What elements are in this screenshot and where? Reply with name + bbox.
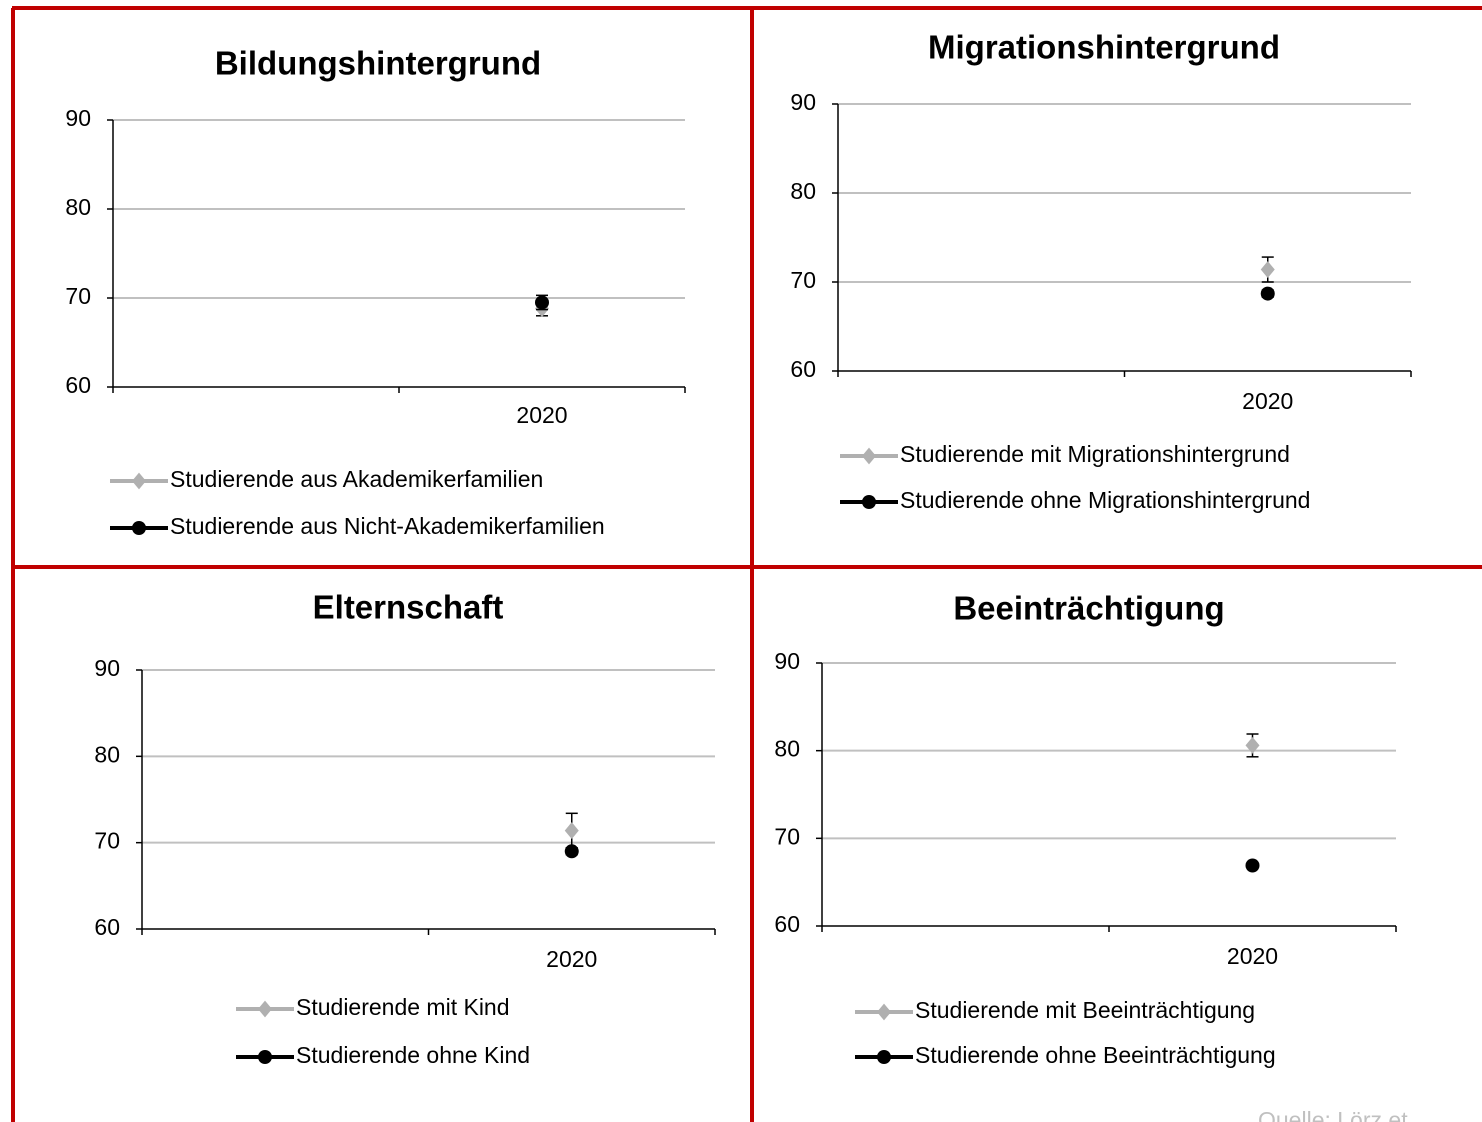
- chart: Elternschaft 60 70 80 90 2020 Studierende mit …: [94, 589, 716, 1068]
- legend-label: Studierende ohne Beeinträchtigung: [915, 1042, 1276, 1068]
- legend-label: Studierende ohne Kind: [296, 1042, 530, 1068]
- legend-label: Studierende aus Akademikerfamilien: [170, 466, 543, 492]
- y-tick-label: 70: [65, 283, 91, 309]
- y-tick-label: 90: [774, 648, 800, 674]
- legend-marker: [877, 1003, 891, 1021]
- legend-label: Studierende ohne Migrationshintergrund: [900, 487, 1310, 513]
- legend-marker: [877, 1050, 891, 1064]
- marker: [564, 822, 579, 839]
- chart: Beeinträchtigung 60 70 80 90 2020 Studierende …: [774, 590, 1397, 1068]
- legend-marker: [258, 1050, 272, 1064]
- legend-marker: [862, 495, 876, 509]
- legend-label: Studierende mit Migrationshintergrund: [900, 441, 1290, 467]
- chart-title: Bildungshintergrund: [215, 45, 541, 82]
- legend-marker: [862, 447, 876, 465]
- source-note: Quelle: Lörz et: [1258, 1107, 1408, 1122]
- x-tick-label: 2020: [546, 946, 597, 972]
- chart-title: Elternschaft: [313, 589, 504, 626]
- chart-title: Migrationshintergrund: [928, 29, 1280, 66]
- legend-marker: [132, 472, 146, 490]
- legend-marker: [132, 521, 146, 535]
- marker: [1245, 737, 1260, 754]
- marker: [564, 844, 579, 859]
- y-tick-label: 60: [65, 372, 91, 398]
- y-tick-label: 70: [94, 828, 120, 854]
- marker: [535, 295, 549, 310]
- chart: Migrationshintergrund 60 70 80 90 2020 Studier…: [790, 29, 1412, 513]
- y-tick-label: 80: [65, 194, 91, 220]
- y-tick-label: 60: [774, 911, 800, 937]
- legend-label: Studierende mit Kind: [296, 994, 510, 1020]
- chart: Bildungshintergrund 60 70 80 90 2020 Studieren…: [65, 45, 686, 539]
- y-tick-label: 90: [65, 105, 91, 131]
- y-tick-label: 80: [790, 178, 816, 204]
- marker: [1245, 858, 1260, 873]
- y-tick-label: 70: [774, 823, 800, 849]
- legend-label: Studierende mit Beeinträchtigung: [915, 997, 1255, 1023]
- chart-title: Beeinträchtigung: [953, 590, 1224, 627]
- x-tick-label: 2020: [1227, 943, 1278, 969]
- marker: [1260, 286, 1275, 301]
- y-tick-label: 60: [790, 356, 816, 382]
- panel-borders: [11, 6, 1482, 1122]
- y-tick-label: 80: [774, 736, 800, 762]
- legend-marker: [258, 1000, 272, 1018]
- y-tick-label: 60: [94, 914, 120, 940]
- y-tick-label: 70: [790, 267, 816, 293]
- y-tick-label: 80: [94, 741, 120, 767]
- y-tick-label: 90: [790, 89, 816, 115]
- y-tick-label: 90: [94, 655, 120, 681]
- legend-label: Studierende aus Nicht-Akademikerfamilien: [170, 513, 605, 539]
- marker: [1260, 261, 1275, 278]
- x-tick-label: 2020: [516, 402, 567, 428]
- x-tick-label: 2020: [1242, 388, 1293, 414]
